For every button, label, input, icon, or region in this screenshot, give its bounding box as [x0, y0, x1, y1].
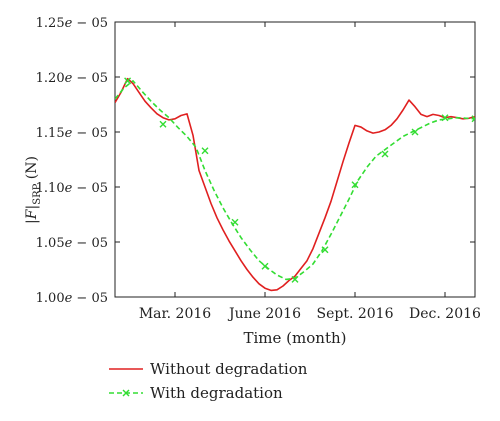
- x-tick-label: Dec. 2016: [409, 306, 481, 322]
- data-point-marker: [159, 120, 167, 128]
- x-tick-label: June 2016: [227, 306, 301, 322]
- data-point-marker: [441, 114, 449, 122]
- y-axis-label-prefix: |: [24, 219, 40, 224]
- data-point-marker: [321, 246, 329, 254]
- x-tick-label: Sept. 2016: [317, 306, 394, 322]
- y-tick-label: 1.25e − 05: [36, 16, 108, 31]
- data-point-marker: [291, 275, 299, 283]
- data-point-marker: [201, 147, 209, 155]
- data-point-marker: [124, 77, 132, 85]
- x-tick-label: Mar. 2016: [139, 306, 211, 322]
- axes: [114, 21, 476, 298]
- y-axis-label: |F|SRP (N): [24, 156, 43, 224]
- y-ticks: 1.00e − 05 1.05e − 05 1.10e − 05 1.15e − 05…: [36, 16, 475, 306]
- y-tick-label: 1.00e − 05: [36, 291, 108, 306]
- data-point-marker: [411, 128, 419, 136]
- series-line: [115, 80, 475, 281]
- legend-label: With degradation: [150, 384, 283, 402]
- data-point-marker: [261, 262, 269, 270]
- y-axis-label-unit: (N): [24, 156, 40, 184]
- axis-labels: Time (month) |F|SRP (N): [24, 156, 346, 347]
- y-tick-label: 1.10e − 05: [36, 181, 108, 196]
- y-axis-label-symbol: F: [24, 208, 40, 220]
- x-ticks: Mar. 2016 June 2016 Sept. 2016 Dec. 2016: [139, 22, 481, 322]
- data-point-marker: [471, 115, 475, 123]
- y-tick-label: 1.20e − 05: [36, 71, 108, 86]
- y-tick-label: 1.05e − 05: [36, 236, 108, 251]
- series-with-degradation: [115, 77, 475, 283]
- y-axis-label-suffix: |: [24, 205, 40, 210]
- data-point-marker: [381, 150, 389, 158]
- data-point-marker: [351, 181, 359, 189]
- series-line: [115, 77, 475, 292]
- series-without-degradation: [115, 77, 475, 292]
- x-axis-label: Time (month): [244, 329, 347, 347]
- legend-label: Without degradation: [150, 360, 308, 378]
- y-axis-label-subscript: SRP: [32, 183, 43, 204]
- data-point-marker: [231, 218, 239, 226]
- plot-frame: [114, 21, 476, 298]
- y-tick-label: 1.15e − 05: [36, 126, 108, 141]
- series-layer: [115, 77, 475, 292]
- legend-item-with-degradation: With degradation: [109, 384, 283, 402]
- legend-item-without-degradation: Without degradation: [109, 360, 308, 378]
- legend: Without degradation With degradation: [109, 360, 308, 402]
